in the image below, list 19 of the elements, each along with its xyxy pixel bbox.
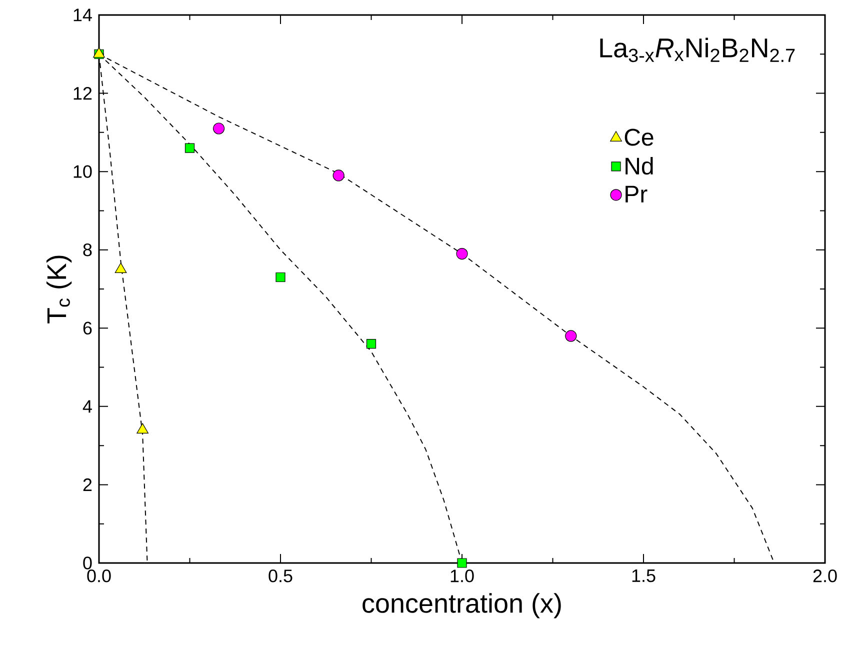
y-tick-label: 0 — [83, 556, 92, 570]
x-tick-label: 0.5 — [268, 570, 292, 582]
y-axis-title: T$_{c}$ (K) — [46, 256, 72, 324]
x-tick-label: 0.0 — [87, 570, 111, 582]
x-tick-label: 1.5 — [632, 570, 656, 582]
y-tick-label: 12 — [74, 87, 92, 100]
y-tick-label: 10 — [74, 165, 92, 178]
legend-label: Nd — [626, 157, 653, 175]
y-tick-label: 2 — [83, 478, 92, 491]
legend-label: Ce — [624, 128, 654, 146]
y-tick-label: 4 — [82, 400, 92, 413]
y-tick-label: 6 — [83, 322, 92, 335]
legend-label: Pr — [626, 186, 648, 202]
y-tick-label: 8 — [83, 243, 92, 256]
x-tick-label: 2.0 — [813, 570, 837, 582]
y-tick-label: 14 — [74, 8, 92, 22]
x-axis-title: concentration (x) — [362, 593, 561, 618]
x-tick-label: 1.0 — [450, 570, 474, 582]
text: La$_{3-x}$R$_{x}$Ni$_{2}$B$_{2}$N$_{2.7}$ — [600, 38, 795, 62]
